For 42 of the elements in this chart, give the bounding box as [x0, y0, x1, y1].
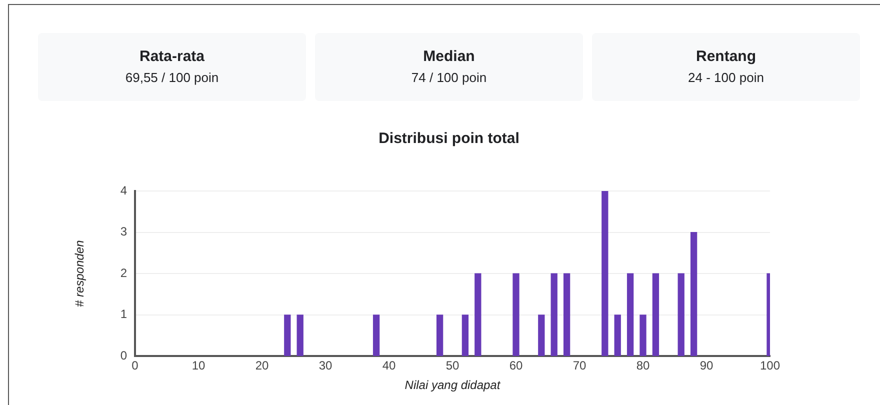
text: 74 / 100 poin	[410, 70, 488, 85]
x-tick-label: 30	[318, 358, 332, 373]
bar	[690, 232, 698, 356]
y-tick-label: 1	[120, 307, 128, 322]
text: Rentang	[695, 48, 757, 65]
bar	[602, 191, 608, 356]
x-tick-label: 10	[192, 358, 206, 373]
text: 69,55 / 100 poin	[124, 70, 220, 85]
bar	[640, 314, 646, 356]
x-tick-label: 20	[255, 358, 269, 373]
x-tick-label: 70	[572, 358, 586, 373]
bar	[678, 273, 684, 356]
y-tick-label: 3	[120, 224, 128, 239]
text: Rata-rata	[138, 48, 206, 65]
text: 24 - 100 poin	[687, 70, 765, 85]
bar	[436, 314, 444, 356]
y-tick-label: 4	[120, 183, 128, 198]
bar	[296, 314, 304, 356]
x-axis-title: Nilai yang didapat	[404, 378, 501, 392]
bar	[626, 273, 634, 356]
bar	[284, 314, 291, 356]
bar	[563, 273, 570, 356]
bar	[538, 314, 545, 356]
y-tick-label: 0	[120, 348, 128, 363]
bar	[550, 273, 558, 356]
text: Median	[422, 48, 476, 65]
bar	[652, 273, 660, 356]
x-tick-label: 50	[446, 358, 460, 373]
y-tick-label: 2	[120, 266, 128, 280]
bar	[474, 273, 482, 356]
x-tick-label: 60	[509, 358, 523, 373]
bar	[372, 314, 380, 356]
x-tick-label: 80	[636, 358, 650, 373]
bar	[462, 314, 469, 356]
bar	[512, 273, 520, 356]
x-tick-label: 100	[760, 358, 780, 373]
x-tick-label: 40	[382, 358, 396, 373]
x-tick-label: 0	[132, 358, 139, 373]
y-axis-title: # responden	[72, 240, 87, 307]
chart-title: Distribusi poin total	[378, 130, 520, 147]
bar	[614, 314, 621, 356]
x-tick-label: 90	[700, 358, 714, 373]
